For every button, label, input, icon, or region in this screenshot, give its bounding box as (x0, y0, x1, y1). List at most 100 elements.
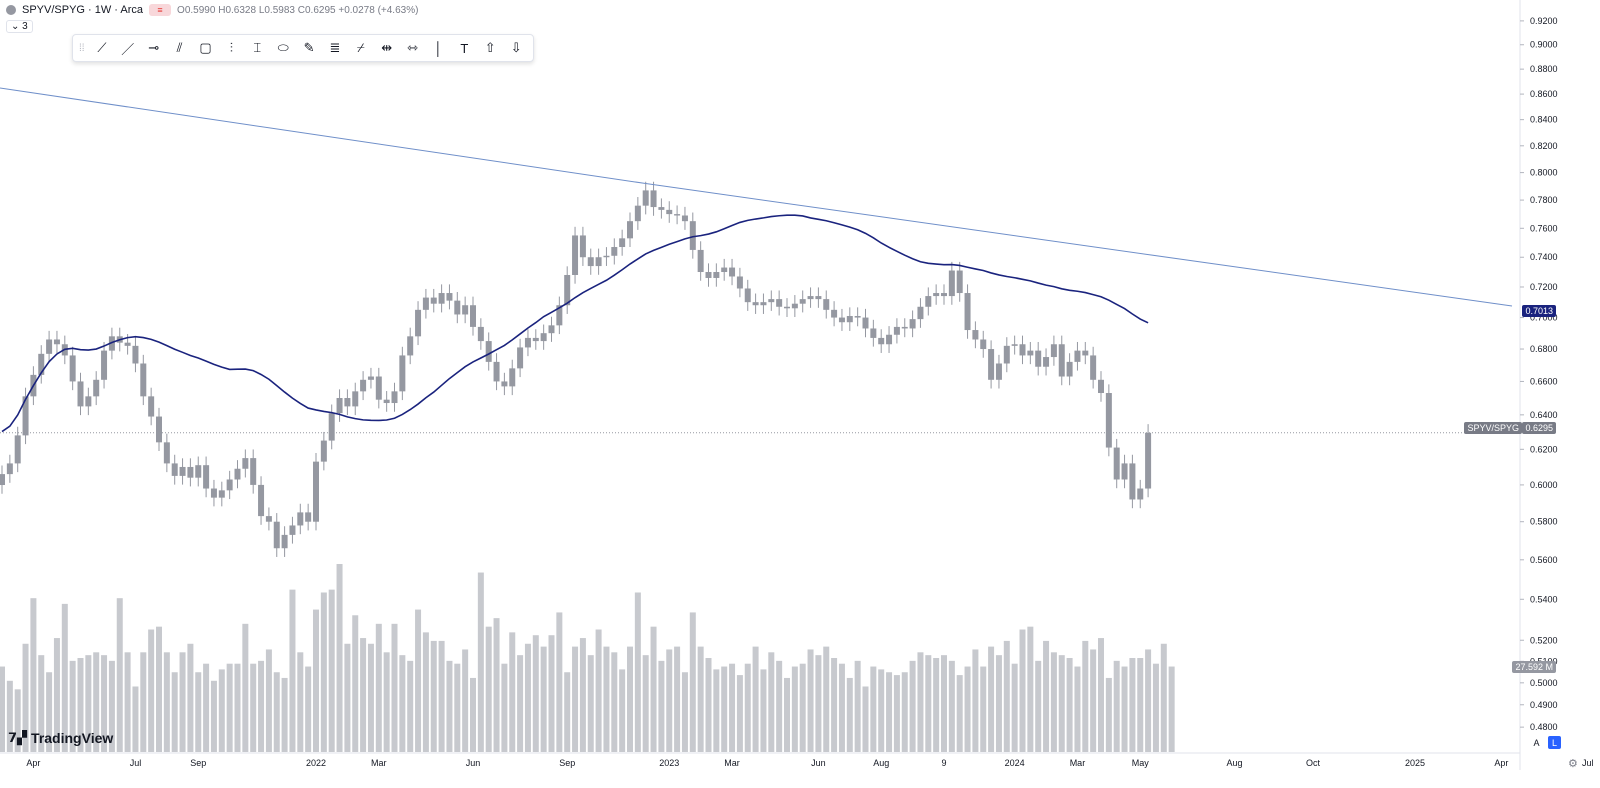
x-tick-label: 2025 (1405, 758, 1425, 768)
pitchfork-icon[interactable]: ≣ (329, 40, 341, 55)
candle-body (524, 337, 531, 348)
volume-bar (6, 680, 13, 752)
candle-body (195, 465, 202, 478)
candle-body (108, 336, 115, 351)
volume-bar (53, 638, 60, 752)
volume-bar (297, 652, 304, 752)
volume-bar (1152, 663, 1159, 752)
last-price-tag: 0.6295 (1522, 422, 1556, 434)
arrow-down-icon[interactable]: ⇩ (510, 40, 522, 55)
tradingview-logo[interactable]: 𝟳▞ TradingView (8, 730, 114, 746)
candle-body (360, 379, 367, 392)
volume-bar (658, 660, 665, 752)
x-tick-label: Jul (130, 758, 142, 768)
volume-bar (831, 658, 838, 752)
candle-body (1145, 432, 1152, 489)
ray-icon[interactable]: ／ (121, 41, 135, 57)
arrow-up-icon[interactable]: ⇧ (484, 40, 496, 55)
candle-body (77, 381, 84, 407)
candle-body (854, 316, 861, 318)
candle-body (603, 255, 610, 258)
volume-bar (736, 675, 743, 752)
volume-bar (634, 592, 641, 752)
x-tick-label: Mar (724, 758, 740, 768)
volume-bar (210, 680, 217, 752)
volume-bar (540, 646, 547, 752)
rectangle-icon[interactable]: ▢ (199, 40, 212, 55)
candle-body (972, 330, 979, 340)
log-scale-button[interactable]: L (1548, 736, 1561, 749)
volume-bar (399, 655, 406, 752)
trendline-right (645, 183, 1513, 307)
candle-body (273, 521, 280, 549)
volume-bar (77, 658, 84, 752)
auto-scale-button[interactable]: A (1533, 737, 1540, 748)
volume-bar (132, 686, 139, 752)
volume-bar (642, 655, 649, 752)
candle-body (768, 299, 775, 303)
long-position-icon[interactable]: ⫶ (229, 40, 233, 55)
candle-body (776, 299, 783, 307)
price-range-icon[interactable]: ⇿ (407, 40, 419, 55)
volume-bar (995, 655, 1002, 752)
candle-body (697, 249, 704, 273)
x-tick-label: Sep (190, 758, 206, 768)
symbol-title[interactable]: SPYV/SPYG · 1W · Arca (22, 4, 144, 16)
candle-body (901, 326, 908, 329)
path-icon[interactable]: ⌿ (356, 40, 365, 55)
trend-line-icon[interactable]: ⟋ (97, 40, 107, 55)
volume-bar (1050, 652, 1057, 752)
ellipse-icon[interactable]: ⬭ (277, 40, 289, 55)
candle-body (933, 293, 940, 297)
volume-bar (470, 677, 476, 752)
x-tick-label: Mar (1070, 758, 1086, 768)
candle-body (281, 534, 288, 549)
volume-bar (367, 643, 374, 752)
horizontal-ray-icon[interactable]: ⊸ (148, 40, 160, 55)
vertical-line-icon[interactable]: │ (434, 40, 443, 56)
candle-body (1074, 350, 1081, 362)
candle-body (375, 376, 382, 400)
y-tick-label: 0.8600 (1530, 89, 1558, 99)
volume-bar (422, 632, 429, 752)
volume-bar (1145, 649, 1152, 752)
candle-body (1066, 361, 1073, 377)
market-status-icon[interactable]: ≡ (149, 4, 172, 16)
candle-body (666, 209, 673, 215)
text-icon[interactable]: T (460, 40, 469, 56)
volume-bar (415, 609, 422, 752)
candle-body (1137, 488, 1144, 500)
volume-bar (807, 649, 814, 752)
candle-body (85, 396, 92, 407)
candle-body (156, 416, 162, 443)
candle-body (163, 442, 170, 464)
volume-bar (909, 660, 916, 752)
indicator-count-toggle[interactable]: ⌄ 3 (6, 20, 33, 33)
volume-bar (391, 623, 398, 752)
change-value: +0.0278 (+4.63%) (338, 4, 419, 16)
candle-body (470, 305, 476, 327)
parallel-channel-icon[interactable]: ⫽ (176, 40, 183, 55)
drag-handle-icon[interactable]: ⁞⁞ (79, 42, 85, 54)
brush-icon[interactable]: ✎ (303, 40, 315, 55)
candle-body (171, 463, 178, 476)
date-range-icon[interactable]: ⇹ (381, 40, 393, 55)
settings-gear-icon[interactable]: ⚙ (1568, 758, 1578, 770)
candle-body (234, 468, 241, 480)
x-tick-label: Sep (559, 758, 575, 768)
candle-body (713, 272, 720, 278)
candle-body (477, 326, 484, 342)
volume-bar (666, 649, 673, 752)
candle-body (336, 398, 343, 414)
x-tick-label: Oct (1306, 758, 1321, 768)
candle-body (0, 474, 5, 486)
volume-bar (799, 663, 806, 752)
volume-bar (1027, 626, 1034, 752)
fib-retracement-icon[interactable]: ⌶ (253, 40, 262, 55)
x-tick-label: 2023 (659, 758, 679, 768)
candle-body (1035, 350, 1042, 367)
candle-body (305, 512, 312, 522)
close-value: 0.6295 (304, 4, 336, 16)
y-tick-label: 0.5000 (1530, 678, 1558, 688)
